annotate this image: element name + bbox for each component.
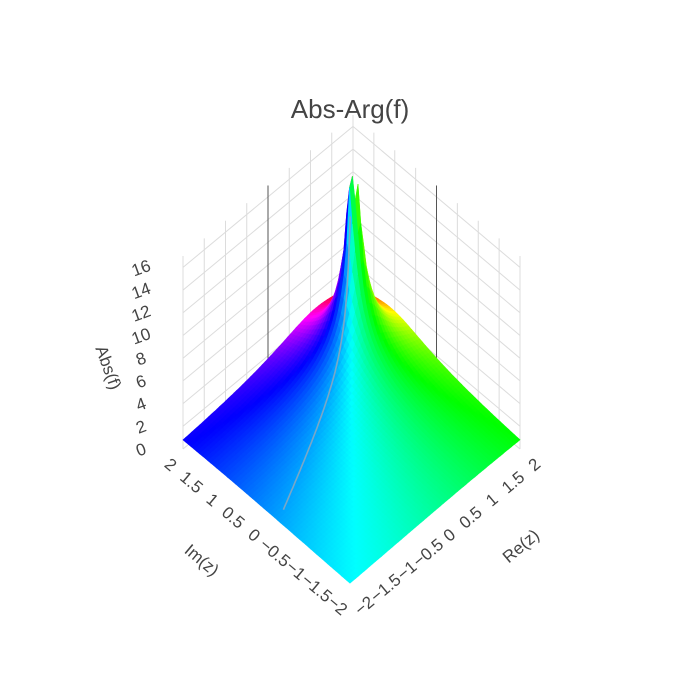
z-tick-label: 16 xyxy=(129,256,153,280)
x-axis-label: Re(z) xyxy=(499,526,543,567)
z-tick-label: 10 xyxy=(129,324,153,348)
x-tick-label: 2 xyxy=(525,454,544,475)
z-tick-label: 8 xyxy=(133,348,148,369)
y-tick-label: 2 xyxy=(161,454,180,475)
x-tick-label: 1 xyxy=(482,490,501,511)
x-tick-label: 0.5 xyxy=(456,503,486,533)
x-tick-label: 1.5 xyxy=(498,468,528,498)
z-axis-label: Abs(f) xyxy=(91,343,124,392)
y-axis-label: Im(z) xyxy=(181,541,223,580)
z-tick-label: 6 xyxy=(133,371,148,392)
y-tick-label: 0.5 xyxy=(218,503,248,533)
y-tick-label: 1.5 xyxy=(176,468,206,498)
z-tick-label: 2 xyxy=(133,417,148,438)
scene-walls xyxy=(182,115,521,450)
x-tick-label: 0 xyxy=(440,525,459,546)
chart-title: Abs-Arg(f) xyxy=(291,94,409,124)
y-tick-label: 1 xyxy=(203,490,222,511)
z-tick-label: 12 xyxy=(129,301,153,325)
z-tick-label: 4 xyxy=(133,394,148,415)
z-tick-label: 0 xyxy=(133,439,148,460)
z-tick-label: 14 xyxy=(129,279,153,303)
surface xyxy=(182,176,521,584)
